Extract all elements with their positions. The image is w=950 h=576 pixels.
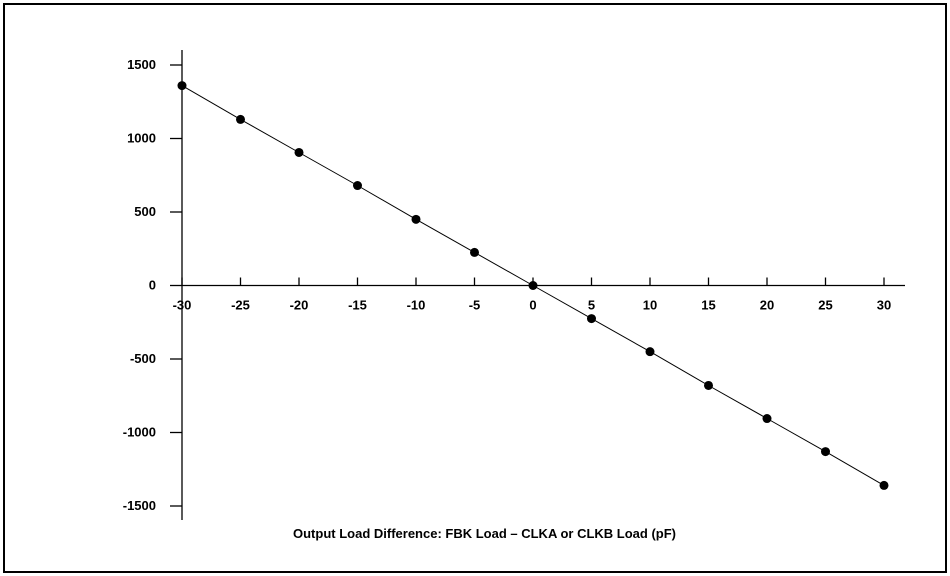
data-point [528, 281, 538, 290]
x-tick-label: -15 [348, 298, 367, 313]
y-tick-label: 500 [134, 204, 156, 219]
data-point [645, 347, 655, 357]
data-point [704, 380, 713, 390]
x-tick-label: -30 [173, 298, 192, 313]
x-tick-label: -10 [407, 298, 426, 313]
x-tick-label: 0 [529, 298, 536, 313]
data-point [177, 81, 187, 91]
y-ticks: 1500 1000 500 0 -500 -1000 -1500 [123, 57, 182, 513]
x-tick-label: -20 [290, 298, 309, 313]
y-tick-label: 0 [149, 278, 156, 293]
x-tick-label: 10 [643, 298, 657, 313]
x-tick-label: 20 [760, 298, 774, 313]
data-point [587, 314, 596, 324]
series-group [177, 81, 889, 490]
data-point [411, 214, 421, 224]
x-tick-label: 15 [701, 298, 715, 313]
x-ticks: -30 -25 -20 -15 -10 -5 0 5 10 15 20 25 30 [173, 277, 891, 313]
data-point [821, 447, 830, 457]
data-point [353, 181, 362, 191]
y-tick-label: -1000 [123, 425, 156, 440]
data-point [294, 147, 304, 157]
x-tick-label: 5 [588, 298, 595, 313]
x-axis-title: Output Load Difference: FBK Load – CLKA … [293, 526, 676, 541]
data-point [236, 114, 245, 124]
chart-frame [3, 3, 947, 573]
data-point [470, 247, 479, 257]
axes [181, 50, 905, 520]
data-point [879, 480, 889, 490]
y-tick-label: -500 [130, 351, 156, 366]
x-tick-label: -25 [231, 298, 250, 313]
x-tick-label: 25 [818, 298, 832, 313]
data-point [762, 414, 772, 424]
y-tick-label: 1000 [127, 131, 156, 146]
x-tick-label: -5 [469, 298, 481, 313]
y-tick-label: 1500 [127, 57, 156, 72]
y-tick-label: -1500 [123, 498, 156, 513]
x-tick-label: 30 [877, 298, 891, 313]
